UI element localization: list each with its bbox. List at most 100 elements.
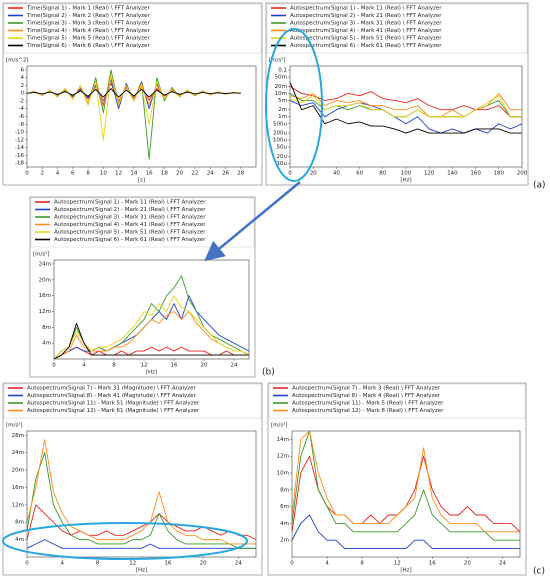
y-tick-label: 12m [39,309,51,315]
x-axis-label: [Hz] [400,568,411,574]
legend [3,383,262,419]
x-tick-label: 140 [447,171,458,177]
legend [30,197,255,248]
x-tick-label: 60 [356,171,363,177]
y-tick-label: 10m [275,91,287,97]
x-tick-label: 6 [71,171,75,177]
panel-label: (c) [533,567,545,577]
panel-label: (a) [533,181,546,191]
legend-label: Autospectrum(Signal 7) - Mark 31 (Magnit… [27,386,197,392]
y-tick-label: 2 [21,83,25,89]
x-axis-label: [Hz] [400,178,411,184]
x-tick-label: 20 [200,561,207,567]
y-axis-label: [m/s²] [269,57,286,64]
y-tick-label: -12 [15,137,24,143]
legend-label: Autospectrum(Signal 1) - Mark 11 (Real) … [54,200,206,206]
series-line [27,439,256,545]
highlight-ellipse [265,28,323,182]
y-tick-label: 0 [21,91,25,97]
legend-label: Autospectrum(Signal 6) - Mark 61 (Real) … [290,43,442,49]
series-line [27,88,241,98]
legend-label: Time(Signal 6) - Mark 6 (Real) \ FFT Ana… [26,43,150,49]
x-tick-label: 4 [325,561,329,567]
legend-label: Autospectrum(Signal 7) - Mark 3 (Real) \… [292,386,441,392]
x-tick-label: 10 [100,171,107,177]
y-tick-label: 12m [12,502,24,508]
x-tick-label: 14 [130,171,137,177]
x-tick-label: 24 [235,561,242,567]
x-tick-label: 180 [494,171,505,177]
series-line [54,311,249,359]
x-tick-label: 20 [176,171,183,177]
plot-area [53,259,250,360]
legend-label: Time(Signal 4) - Mark 4 (Real) \ FFT Ana… [26,28,150,34]
y-tick-label: -18 [15,161,24,167]
y-axis-label: [m/s²] [271,422,288,429]
y-tick-label: 4m [42,341,51,347]
x-axis-label: [s] [138,178,145,184]
y-tick-label: 20u [277,154,287,160]
y-tick-label: 12m [277,454,289,460]
legend-label: Autospectrum(Signal 11) - Mark 5 (Real) … [292,401,444,407]
y-tick-label: 10u [277,161,287,167]
x-tick-label: 4 [82,363,86,369]
y-tick-label: 16m [12,485,24,491]
x-tick-label: 8 [112,363,116,369]
y-tick-label: 1m [278,114,287,120]
x-tick-label: 12 [115,171,122,177]
x-tick-label: 20 [464,561,471,567]
highlight-ellipse [2,522,248,560]
y-tick-label: 4m [15,537,24,543]
series-line [290,86,522,118]
y-tick-label: 8m [15,520,24,526]
x-tick-label: 0 [288,171,292,177]
y-tick-label: -8 [19,122,25,128]
legend-label: Autospectrum(Signal 4) - Mark 41 (Real) … [54,222,206,228]
y-tick-label: -4 [19,106,25,112]
x-tick-label: 160 [470,171,481,177]
series-line [292,431,520,541]
legend-label: Autospectrum(Signal 12) - Mark 61 (Magni… [27,408,200,414]
y-tick-label: 6 [21,67,25,73]
y-tick-label: 14m [277,437,289,443]
x-tick-label: 8 [86,171,90,177]
x-tick-label: 0 [25,561,29,567]
legend [3,3,262,54]
legend-label: Autospectrum(Signal 11) - Mark 51 (Magni… [27,401,200,407]
plot-area [26,430,257,558]
y-tick-label: 2m [278,107,287,113]
y-tick-label: 10m [277,471,289,477]
y-axis-label: [m/s²] [33,251,50,258]
y-tick-label: 6m [280,504,289,510]
y-tick-label: 100u [273,138,287,144]
y-tick-label: -6 [19,114,25,120]
x-axis-label: [Hz] [146,370,157,376]
y-tick-label: 20m [39,277,51,283]
legend-label: Autospectrum(Signal 8) - Mark 4 (Real) \… [292,393,441,399]
y-tick-label: 16m [39,293,51,299]
x-tick-label: 12 [394,561,401,567]
x-tick-label: 0 [25,171,29,177]
x-tick-label: 12 [129,561,136,567]
legend-label: Autospectrum(Signal 2) - Mark 21 (Real) … [54,207,206,213]
x-tick-label: 24 [499,561,506,567]
y-tick-label: 2m [280,538,289,544]
x-tick-label: 18 [161,171,168,177]
legend-label: Autospectrum(Signal 2) - Mark 21 (Real) … [290,13,442,19]
legend [268,383,526,419]
legend-label: Time(Signal 1) - Mark 1 (Real) \ FFT Ana… [26,6,150,12]
y-tick-label: 4m [280,521,289,527]
y-tick-label: -10 [15,130,24,136]
series-line [290,92,522,118]
plot-area [26,65,257,168]
legend-label: Autospectrum(Signal 3) - Mark 31 (Real) … [54,215,206,221]
y-tick-label: -14 [15,145,24,151]
x-tick-label: 200 [517,171,528,177]
legend-label: Autospectrum(Signal 5) - Mark 51 (Real) … [290,36,442,42]
series-line [290,82,522,134]
series-line [292,514,520,550]
series-line [27,452,256,549]
y-tick-label: -2 [19,98,24,104]
legend-label: Autospectrum(Signal 1) - Mark 11 (Real) … [290,6,442,12]
